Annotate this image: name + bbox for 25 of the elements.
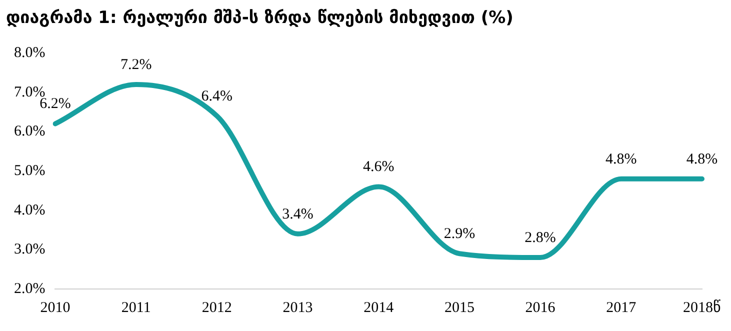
y-tick-label: 3.0% [14, 242, 46, 258]
x-tick-label: 2015 [444, 300, 474, 316]
data-label: 7.2% [120, 56, 152, 73]
data-label: 4.6% [363, 159, 394, 176]
y-tick-label: 8.0% [14, 44, 46, 61]
data-label: 4.8% [606, 151, 637, 168]
x-tick-label: 2010 [40, 300, 70, 316]
data-label: 6.2% [40, 96, 71, 112]
chart-title: დიაგრამა 1: რეალური მშპ-ს ზრდა წლების მიხედვით (%) [5, 7, 514, 30]
x-tick-label: 2014 [364, 300, 394, 316]
x-tick-label: 2017 [606, 300, 637, 316]
x-tick-label: 2013 [282, 300, 313, 316]
x-tick-label: 2011 [121, 300, 151, 316]
data-label: 2.9% [444, 226, 476, 242]
x-tick-label: 2012 [202, 300, 232, 316]
y-tick-label: 2.0% [14, 280, 46, 297]
y-tick-label: 6.0% [14, 124, 46, 140]
data-label: 6.4% [201, 88, 233, 104]
data-label: 4.8% [686, 151, 718, 168]
y-tick-label: 4.0% [14, 202, 46, 218]
data-label: 3.4% [282, 206, 314, 222]
x-tick-label: 2016 [525, 300, 556, 316]
x-tick-label: 2018წ [683, 298, 721, 316]
y-tick-label: 5.0% [14, 162, 46, 179]
data-label: 2.8% [524, 230, 556, 246]
